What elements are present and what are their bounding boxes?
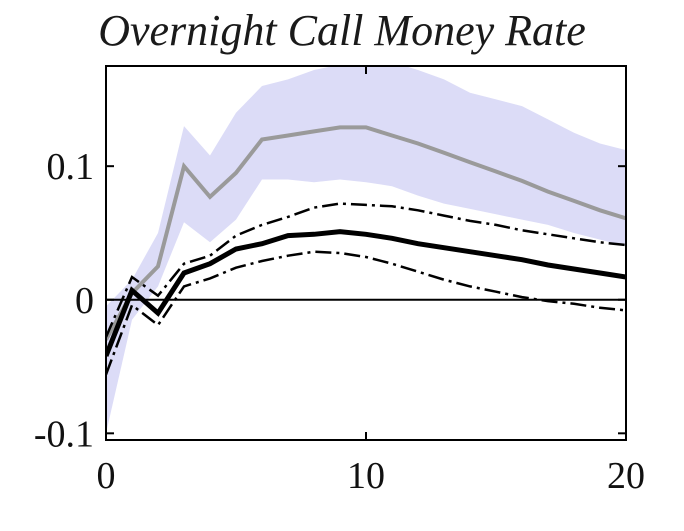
series-line-solid-black bbox=[106, 229, 626, 357]
series-line-dashdot-lower bbox=[106, 250, 626, 376]
series-line-solid-gray bbox=[106, 125, 626, 341]
x-tick-label: 10 bbox=[347, 455, 385, 497]
y-tick-label: 0.1 bbox=[47, 146, 95, 188]
y-tick-label: 0 bbox=[75, 280, 94, 322]
series-line-dashdot-upper bbox=[106, 202, 626, 338]
y-tick-label: -0.1 bbox=[34, 413, 94, 455]
x-tick-label: 0 bbox=[97, 455, 116, 497]
confidence-band bbox=[106, 66, 626, 434]
chart-title: Overnight Call Money Rate bbox=[98, 6, 586, 55]
x-tick-label: 20 bbox=[607, 455, 645, 497]
